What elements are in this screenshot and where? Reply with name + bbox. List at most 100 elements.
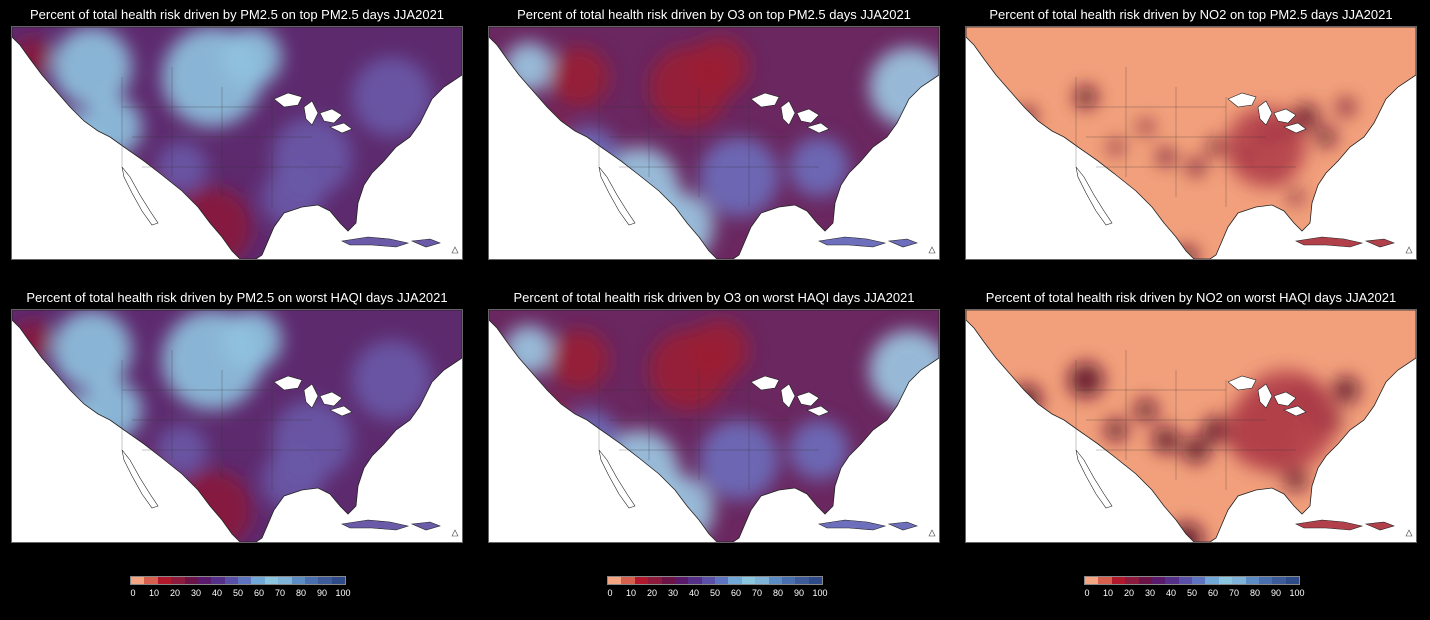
colorbar-swatch [304, 577, 319, 584]
great-lake [750, 375, 780, 391]
caribbean-island [887, 521, 918, 531]
colorbar-swatch [701, 577, 715, 584]
panel-title: Percent of total health risk driven by P… [26, 290, 448, 305]
concentration-blob [222, 310, 282, 370]
colorbar-swatch [157, 577, 172, 584]
colorbar-swatch [1205, 577, 1219, 584]
great-lake [273, 375, 303, 391]
panel-title: Percent of total health risk driven by N… [989, 7, 1393, 22]
colorbar-swatch [674, 577, 689, 584]
concentration-blob [689, 37, 749, 97]
north-arrow-icon [1405, 246, 1413, 254]
colorbar-tick-label: 20 [169, 588, 181, 598]
colorbar-swatch [1138, 577, 1152, 584]
colorbar-swatch [1125, 577, 1139, 584]
colorbar-swatch [1218, 577, 1233, 584]
colorbar-swatch [291, 577, 305, 584]
coastline [966, 310, 1416, 542]
panel-title: Percent of total health risk driven by P… [29, 7, 445, 22]
colorbar-swatch [197, 577, 212, 584]
colorbar-swatch [1111, 577, 1126, 584]
colorbar-swatch [1258, 577, 1273, 584]
panel-title: Percent of total health risk driven by N… [985, 290, 1397, 305]
colorbar-swatch [144, 577, 158, 584]
colorbar-swatch [131, 577, 145, 584]
concentration-blob [1285, 469, 1307, 491]
gulf-of-california [121, 449, 159, 509]
great-lake [303, 383, 319, 409]
colorbar-swatch [264, 577, 279, 584]
north-arrow-icon [928, 529, 936, 537]
caribbean-island [887, 238, 918, 248]
concentration-blob [1316, 127, 1336, 147]
colorbar-swatch [184, 577, 198, 584]
colorbar-swatch [781, 577, 796, 584]
map-svg [12, 27, 462, 259]
concentration-blob [1207, 138, 1225, 156]
colorbar-tick-label: 40 [1165, 588, 1177, 598]
concentration-blob [352, 340, 432, 420]
caribbean-island [341, 519, 410, 531]
concentration-blob [699, 137, 779, 217]
colorbar-swatch [741, 577, 756, 584]
concentration-blob [1105, 419, 1127, 441]
map-area [488, 309, 940, 543]
colorbar-swatch [608, 577, 622, 584]
concentration-blob [352, 57, 432, 137]
colorbar-swatch [795, 577, 809, 584]
colorbar-tick-label: 20 [1123, 588, 1135, 598]
great-lake [303, 100, 319, 126]
colorbar-tick-label: 0 [607, 588, 613, 598]
colorbar-tick-label: 10 [625, 588, 637, 598]
colorbar-tick-label: 70 [751, 588, 763, 598]
great-lake [780, 383, 796, 409]
map-svg [966, 27, 1416, 259]
colorbar-swatch [211, 577, 225, 584]
colorbar-tick-label: 70 [274, 588, 286, 598]
colorbar-swatch [661, 577, 675, 584]
great-lake [319, 391, 343, 407]
colorbar-swatch [808, 577, 822, 584]
north-arrow-icon [928, 246, 936, 254]
great-lake [796, 391, 820, 407]
gulf-of-california [598, 166, 636, 226]
concentration-blob [1337, 98, 1355, 116]
colorbar-swatch [1165, 577, 1179, 584]
colorbar-swatch [768, 577, 782, 584]
concentration-blob [1068, 362, 1104, 398]
map-svg [966, 310, 1416, 542]
colorbar-tick-label: 0 [130, 588, 136, 598]
colorbar-tick-label: 10 [1102, 588, 1114, 598]
colorbar-swatch [1192, 577, 1206, 584]
colorbar-tick-label: 60 [730, 588, 742, 598]
great-lake [1257, 100, 1273, 126]
map-area [965, 26, 1417, 260]
colorbar-swatch [1285, 577, 1299, 584]
concentration-blob [689, 320, 749, 380]
caribbean-island [1295, 519, 1364, 531]
colorbar-tick-label: 50 [709, 588, 721, 598]
colorbar-tick-label: 60 [1207, 588, 1219, 598]
colorbar-swatch [1151, 577, 1166, 584]
great-lake [806, 122, 830, 134]
colorbar-legend-2: 0 10 20 30 40 50 60 70 80 90 100 [607, 576, 847, 606]
coastline [12, 27, 462, 259]
map-area [11, 26, 463, 260]
colorbar-tick-label: 30 [1144, 588, 1156, 598]
great-lake [1257, 383, 1273, 409]
colorbar-swatch [238, 577, 252, 584]
colorbar-tick-label: 40 [688, 588, 700, 598]
caribbean-island [1364, 521, 1395, 531]
concentration-blob [549, 330, 609, 390]
coastline [966, 27, 1416, 259]
colorbar-tick-label: 40 [211, 588, 223, 598]
map-area [11, 309, 463, 543]
great-lake [796, 108, 820, 124]
great-lake [750, 92, 780, 108]
great-lake [329, 405, 353, 417]
colorbar-swatch [648, 577, 662, 584]
caribbean-island [818, 236, 887, 248]
colorbar-tick-label: 80 [772, 588, 784, 598]
colorbar-swatch [688, 577, 702, 584]
panel-title: Percent of total health risk driven by O… [513, 290, 915, 305]
